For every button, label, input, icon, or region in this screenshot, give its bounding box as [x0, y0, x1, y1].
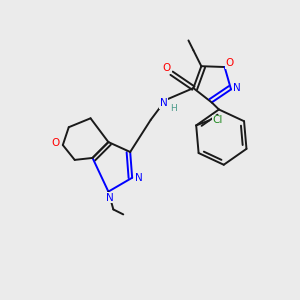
Text: N: N: [233, 83, 241, 93]
Text: N: N: [106, 193, 114, 202]
Text: O: O: [52, 138, 60, 148]
Text: Cl: Cl: [213, 116, 223, 125]
Text: O: O: [163, 63, 171, 73]
Text: N: N: [135, 173, 143, 183]
Text: H: H: [170, 104, 177, 113]
Text: N: N: [160, 98, 167, 108]
Text: O: O: [225, 58, 234, 68]
